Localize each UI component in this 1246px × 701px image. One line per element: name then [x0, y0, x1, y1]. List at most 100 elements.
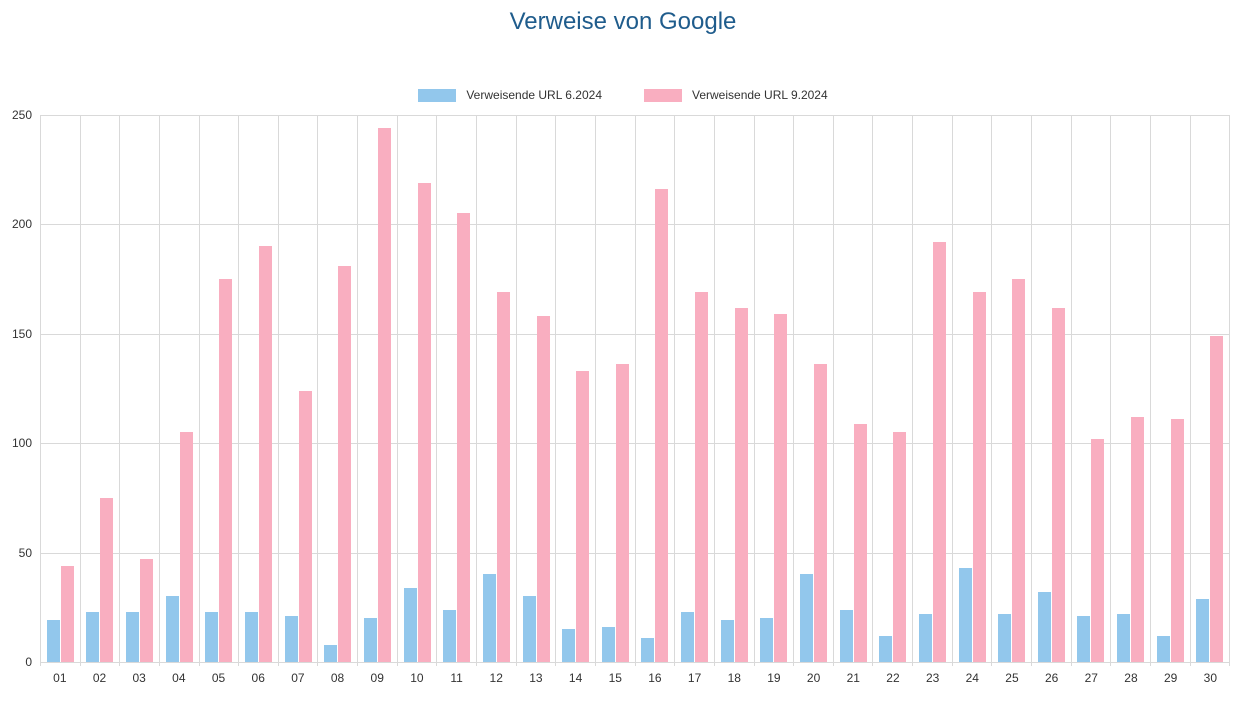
bar-series-1-day-29 [1156, 635, 1170, 662]
bar-series-2-day-23 [932, 241, 946, 662]
x-axis-tick [594, 662, 635, 666]
bar-series-2-day-11 [457, 213, 471, 662]
x-axis-label-day-29: 29 [1163, 671, 1178, 685]
y-axis-tick-label: 250 [11, 108, 32, 122]
bar-series-2-day-02 [100, 497, 114, 662]
bar-series-1-day-18 [720, 620, 734, 662]
bar-series-2-day-05 [219, 279, 233, 662]
bar-group-day-16 [634, 115, 675, 662]
bar-group-day-02 [79, 115, 120, 662]
x-axis-tick [832, 662, 873, 666]
x-axis-tick [396, 662, 437, 666]
bar-series-1-day-12 [482, 574, 496, 662]
bar-series-1-day-20 [799, 574, 813, 662]
bar-series-2-day-24 [972, 292, 986, 662]
x-axis-tick [555, 662, 595, 666]
bar-group-day-11 [436, 115, 476, 662]
x-axis-label-day-18: 18 [727, 671, 741, 685]
bar-series-1-day-21 [839, 609, 853, 662]
bar-series-2-day-16 [655, 189, 669, 662]
bar-group-day-06 [238, 115, 278, 662]
x-axis-tick [912, 662, 952, 666]
x-axis-label-day-24: 24 [965, 671, 979, 685]
bar-series-1-day-13 [522, 596, 536, 662]
x-axis-tick [634, 662, 675, 666]
bar-series-1-day-26 [1037, 591, 1051, 662]
x-axis-label-day-23: 23 [925, 671, 940, 685]
y-axis-tick-label: 200 [11, 217, 32, 232]
x-axis-tick [793, 662, 833, 666]
x-axis-label-day-27: 27 [1084, 671, 1098, 685]
bar-group-day-22 [872, 115, 912, 662]
x-axis-label-day-28: 28 [1124, 671, 1138, 685]
x-axis-label-day-03: 03 [132, 671, 146, 685]
bar-group-day-05 [198, 115, 239, 662]
bar-series-1-day-28 [1117, 613, 1131, 662]
x-axis-label-day-22: 22 [886, 671, 900, 685]
bar-series-2-day-18 [734, 307, 748, 662]
x-axis-label-day-26: 26 [1044, 671, 1059, 685]
bar-group-day-19 [753, 115, 794, 662]
plot-area [40, 115, 1230, 663]
bar-series-2-day-01 [60, 565, 74, 662]
x-axis-label-day-19: 19 [767, 671, 781, 685]
bar-series-2-day-19 [774, 314, 788, 662]
bar-series-2-day-28 [1131, 416, 1145, 662]
bar-group-day-18 [713, 115, 754, 662]
x-axis-tick [119, 662, 159, 666]
x-axis-label-day-16: 16 [648, 671, 662, 685]
bar-series-2-day-17 [695, 292, 709, 662]
bar-group-day-29 [1149, 115, 1190, 662]
bar-series-1-day-04 [165, 596, 179, 662]
bar-series-2-day-10 [417, 182, 431, 662]
x-axis-tick [198, 662, 239, 666]
bar-group-day-28 [1110, 115, 1150, 662]
bar-series-1-day-15 [601, 627, 615, 662]
bar-series-2-day-15 [615, 364, 629, 662]
bar-group-day-20 [793, 115, 833, 662]
bar-series-1-day-25 [998, 613, 1012, 662]
bar-series-2-day-26 [1051, 307, 1065, 662]
bar-series-1-day-01 [46, 620, 60, 662]
bar-series-1-day-11 [443, 609, 457, 662]
x-axis-tick [991, 662, 1031, 666]
bar-group-day-30 [1189, 115, 1230, 662]
legend-swatch-icon-6-2024 [418, 88, 457, 102]
x-axis-tick [277, 662, 318, 666]
x-axis-labels: 01 02 03 04 05 06 07 08 09 10 11 12 13 14 15 16 17 18 19 20… [40, 671, 1230, 685]
bar-series-2-day-29 [1170, 419, 1184, 662]
bar-group-day-13 [515, 115, 556, 662]
bar-series-2-day-03 [140, 559, 154, 662]
x-axis-label-day-01: 01 [53, 671, 67, 685]
y-axis-tick-label: 0 [25, 655, 32, 669]
bar-series-1-day-09 [363, 618, 377, 662]
legend-label: Verweisende URL 6.2024 [466, 88, 602, 102]
bar-series-1-day-19 [760, 618, 774, 662]
bar-group-day-15 [594, 115, 635, 662]
bar-group-day-21 [832, 115, 873, 662]
legend-label: Verweisende URL 9.2024 [692, 88, 828, 102]
bar-group-day-10 [396, 115, 437, 662]
legend-item-url-9-2024: Verweisende URL 9.2024 [644, 88, 828, 102]
bar-series-2-day-22 [893, 432, 907, 662]
y-axis-tick-label: 150 [11, 326, 32, 341]
bar-group-day-09 [357, 115, 397, 662]
bar-group-day-12 [476, 115, 516, 662]
h-gridline [40, 333, 1229, 335]
bar-series-1-day-10 [403, 587, 417, 662]
x-axis-label-day-30: 30 [1203, 671, 1217, 685]
bar-group-day-03 [119, 115, 159, 662]
x-axis-tick [674, 662, 714, 666]
x-axis-label-day-10: 10 [410, 671, 424, 685]
chart-title: Verweise von Google [509, 8, 737, 35]
h-gridline [40, 443, 1229, 445]
x-axis-label-day-02: 02 [92, 671, 107, 685]
bar-series-1-day-08 [324, 644, 338, 662]
bar-series-1-day-22 [879, 635, 893, 662]
h-gridline [40, 224, 1229, 226]
bar-series-2-day-06 [259, 246, 273, 662]
bar-series-1-day-17 [681, 611, 695, 662]
bar-series-2-day-20 [813, 364, 827, 662]
x-axis-label-day-09: 09 [370, 671, 384, 685]
